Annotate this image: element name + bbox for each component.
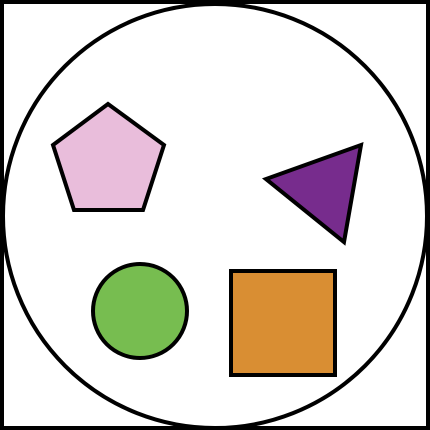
pink-pentagon [50, 101, 167, 212]
green-circle [91, 262, 189, 360]
orange-square [229, 269, 337, 377]
purple-triangle [261, 141, 364, 246]
